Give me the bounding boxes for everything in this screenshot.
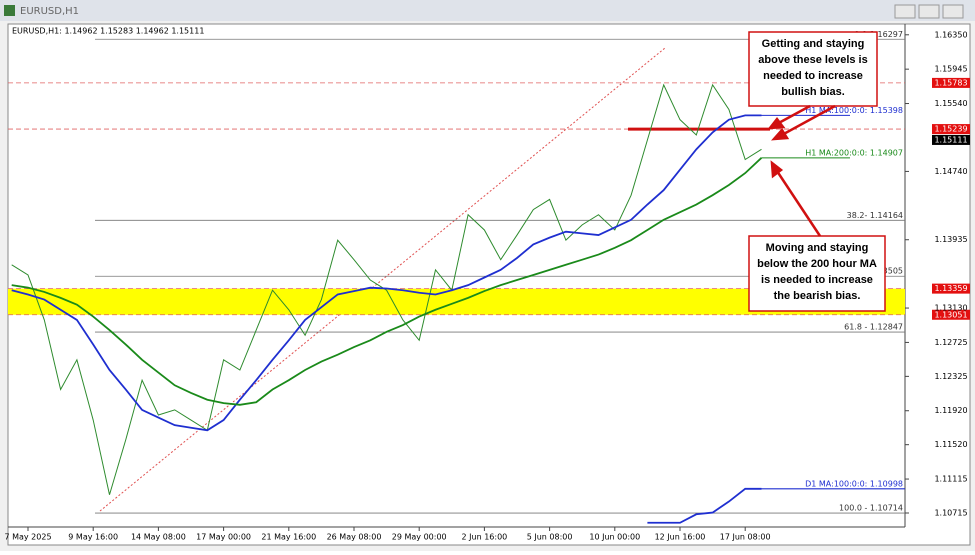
annotation-text: Moving and staying [766, 242, 869, 254]
fib-trend-line [99, 47, 666, 512]
y-tick-label: 1.14740 [934, 167, 967, 176]
x-tick-label: 9 May 16:00 [68, 533, 118, 542]
fib-label: 100.0 - 1.10714 [839, 504, 903, 513]
annotation-box: Getting and staying above these levels is… [748, 31, 878, 107]
x-tick-label: 17 Jun 08:00 [720, 533, 771, 542]
x-tick-label: 5 Jun 08:00 [527, 533, 573, 542]
window-title: EURUSD,H1 [20, 6, 79, 17]
chart-header: EURUSD,H1: 1.14962 1.15283 1.14962 1.151… [12, 27, 204, 36]
annotation-text: bullish bias. [781, 86, 845, 98]
price-tag [932, 283, 970, 294]
series-line [647, 487, 762, 524]
annotation-text: needed to increase [763, 70, 863, 82]
x-tick-label: 12 Jun 16:00 [655, 533, 706, 542]
annotation-text: above these levels is [758, 54, 867, 66]
ma-label: H1 MA:200:0:0: 1.14907 [805, 148, 903, 157]
series-line [11, 83, 762, 495]
y-tick-label: 1.11115 [934, 475, 967, 484]
arrows [767, 104, 836, 237]
maximize-button[interactable] [918, 4, 940, 19]
y-tick-label: 1.16350 [934, 30, 967, 39]
x-tick-label: 17 May 00:00 [196, 533, 251, 542]
minimize-button[interactable] [894, 4, 916, 19]
y-tick-label: 1.11520 [934, 440, 967, 449]
arrow-head [770, 160, 784, 179]
arrow [773, 167, 822, 237]
price-tag [932, 309, 970, 320]
y-tick-label: 1.15540 [934, 99, 967, 108]
fib-label: 38.2- 1.14164 [847, 211, 903, 220]
series-line [11, 157, 763, 406]
annotation-frame [748, 31, 878, 107]
price-tag [932, 77, 970, 88]
y-tick-label: 1.13130 [934, 304, 967, 313]
close-button[interactable] [942, 4, 964, 19]
price-tag-label: 1.15783 [934, 78, 967, 87]
current-price-label: 1.15111 [934, 135, 967, 144]
x-tick-label: 14 May 08:00 [131, 533, 186, 542]
y-tick-label: 1.12725 [934, 338, 967, 347]
annotation-text: is needed to increase [761, 274, 873, 286]
arrow [779, 104, 836, 138]
annotation-text: Getting and staying [762, 38, 865, 50]
arrow-head [771, 127, 790, 141]
fib-label: 0.0-1.16297 [854, 30, 903, 39]
x-tick-label: 2 Jun 16:00 [462, 533, 508, 542]
price-tag-label: 1.15239 [934, 125, 967, 134]
app-icon [4, 5, 15, 16]
series-line [11, 114, 762, 432]
x-tick-label: 7 May 2025 [4, 533, 51, 542]
y-tick-label: 1.11920 [934, 406, 967, 415]
price-tag [932, 124, 970, 135]
current-price-tag [932, 134, 970, 145]
ma-label: D1 MA:100:0:0: 1.10998 [805, 479, 903, 488]
annotation-frame [748, 235, 886, 312]
annotation-text: the bearish bias. [774, 290, 861, 302]
y-tick-label: 1.15945 [934, 65, 967, 74]
annotation-text: below the 200 hour MA [757, 258, 877, 270]
arrow [774, 104, 811, 127]
y-tick-label: 1.13935 [934, 235, 967, 244]
title-bar [0, 0, 975, 21]
x-tick-label: 21 May 16:00 [261, 533, 316, 542]
y-tick-label: 1.10715 [934, 508, 967, 517]
x-tick-label: 29 May 00:00 [392, 533, 447, 542]
y-tick-label: 1.12325 [934, 372, 967, 381]
price-tag-label: 1.13359 [934, 284, 967, 293]
arrow-head [767, 116, 786, 130]
annotation-box: Moving and staying below the 200 hour MA i… [748, 235, 886, 312]
price-tag-label: 1.13051 [934, 310, 967, 319]
x-tick-label: 10 Jun 00:00 [589, 533, 640, 542]
x-tick-label: 26 May 08:00 [327, 533, 382, 542]
window-buttons[interactable] [894, 4, 964, 19]
fib-label: 61.8 - 1.12847 [844, 323, 903, 332]
ma-label: H1 MA:100:0:0: 1.15398 [805, 106, 903, 115]
